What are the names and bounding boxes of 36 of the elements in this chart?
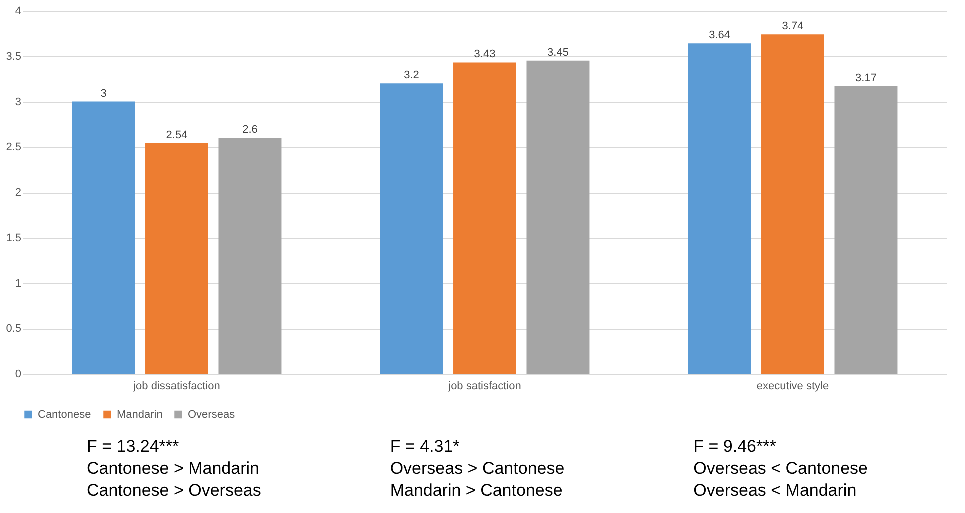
y-tick-label: 1.5 xyxy=(6,232,22,244)
data-label: 3.64 xyxy=(709,30,730,42)
y-tick-label: 0.5 xyxy=(6,323,22,336)
y-tick-label: 2.5 xyxy=(6,142,22,154)
bar xyxy=(762,34,824,374)
text: F = 9.46*** Overseas < Cantonese Overseas < Mandarin xyxy=(692,436,870,502)
bar xyxy=(454,62,516,374)
y-tick-label: 4 xyxy=(15,6,22,18)
data-label: 3.17 xyxy=(856,72,877,84)
data-label: 3.2 xyxy=(404,70,420,82)
bar xyxy=(834,86,898,374)
y-tick-label: 3 xyxy=(15,96,22,108)
data-label: 2.54 xyxy=(166,129,188,142)
bar xyxy=(146,143,208,374)
y-tick-label: 1 xyxy=(15,278,22,290)
x-tick-label: job satisfaction xyxy=(448,380,522,392)
data-label: 3.43 xyxy=(474,48,496,61)
bar xyxy=(526,60,590,374)
legend-label: Cantonese xyxy=(38,408,92,421)
text: F = 13.24*** Cantonese > Mandarin Cantonese > Overseas xyxy=(86,436,262,502)
bar xyxy=(72,102,136,374)
data-label: 3.74 xyxy=(782,20,804,33)
data-label: 3.45 xyxy=(548,46,569,59)
bar xyxy=(380,84,444,374)
legend-label: Overseas xyxy=(188,408,236,421)
bar xyxy=(218,138,282,374)
data-label: 2.6 xyxy=(242,124,258,136)
x-tick-label: job dissatisfaction xyxy=(132,380,220,392)
y-tick-label: 2 xyxy=(15,187,22,199)
y-tick-label: 3.5 xyxy=(6,50,22,63)
x-tick-label: executive style xyxy=(756,380,830,392)
legend-label: Mandarin xyxy=(117,408,163,421)
y-tick-label: 0 xyxy=(15,368,22,380)
data-label: 3 xyxy=(100,88,107,100)
bar xyxy=(688,44,752,374)
text: F = 4.31* Overseas > Cantonese Mandarin > Cantonese xyxy=(389,436,566,502)
